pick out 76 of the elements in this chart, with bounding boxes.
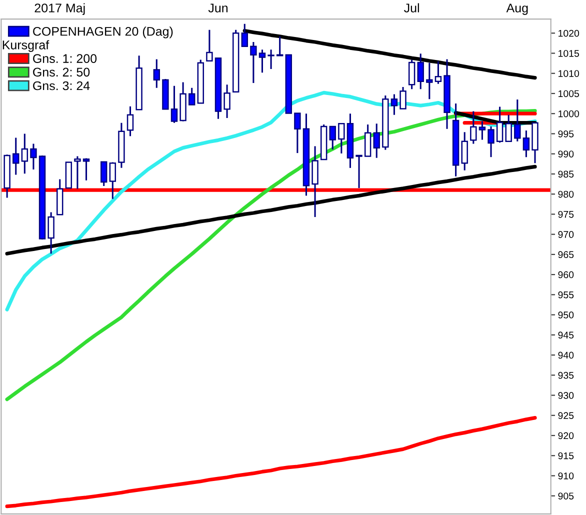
candlestick bbox=[268, 48, 274, 70]
candlestick bbox=[522, 130, 530, 158]
x-tick-label: 2017 Maj bbox=[34, 3, 85, 15]
candlestick bbox=[12, 136, 20, 176]
x-tick-label: Aug bbox=[506, 4, 528, 15]
candlestick bbox=[188, 87, 196, 106]
legend-label: Gns. 2: 50 bbox=[33, 68, 90, 77]
y-tick-label: 995 bbox=[558, 130, 574, 138]
candlestick bbox=[408, 58, 416, 90]
candlestick bbox=[241, 23, 248, 48]
y-tick-label: 940 bbox=[558, 352, 574, 359]
candlestick bbox=[505, 114, 512, 142]
y-tick-label: 930 bbox=[558, 392, 574, 399]
candlestick bbox=[48, 211, 54, 254]
candlestick bbox=[153, 58, 160, 89]
candlestick bbox=[74, 156, 81, 190]
line-series bbox=[5, 416, 537, 508]
candlestick bbox=[488, 126, 494, 158]
legend-label: COPENHAGEN 20 (Dag) bbox=[33, 26, 173, 38]
candlestick bbox=[514, 98, 521, 142]
y-tick-label: 990 bbox=[558, 150, 574, 158]
y-tick-label: 975 bbox=[558, 210, 574, 218]
y-tick-label: 935 bbox=[558, 372, 574, 379]
y-tick-label: 955 bbox=[558, 291, 574, 298]
y-tick-label: 915 bbox=[558, 452, 574, 460]
candlestick bbox=[206, 29, 213, 62]
candlestick bbox=[21, 132, 28, 174]
legend-label: Gns. 1: 200 bbox=[33, 54, 97, 63]
y-tick-label: 1015 bbox=[558, 50, 580, 57]
candlestick bbox=[258, 48, 266, 74]
candlestick bbox=[373, 122, 380, 159]
candlestick bbox=[496, 106, 504, 144]
candlestick bbox=[224, 84, 230, 119]
y-tick-label: 970 bbox=[558, 231, 574, 238]
legend-title: Kursgraf bbox=[2, 40, 50, 52]
candlestick bbox=[461, 131, 468, 172]
candlestick bbox=[312, 145, 318, 218]
candlestick bbox=[434, 60, 442, 85]
y-tick-label: 925 bbox=[558, 412, 574, 420]
y-tick-label: 910 bbox=[558, 472, 574, 480]
candlestick bbox=[100, 161, 108, 187]
candlestick bbox=[276, 36, 284, 56]
y-tick-label: 1005 bbox=[558, 90, 580, 98]
candlestick bbox=[364, 124, 372, 158]
candlestick bbox=[426, 62, 433, 100]
candlestick bbox=[470, 110, 477, 145]
candlestick bbox=[478, 120, 486, 141]
candlestick bbox=[294, 112, 301, 154]
y-tick-label: 905 bbox=[558, 492, 574, 500]
candlestick bbox=[329, 126, 336, 150]
y-tick-label: 1020 bbox=[558, 30, 580, 37]
candlestick bbox=[390, 94, 398, 116]
legend-label: Gns. 3: 24 bbox=[33, 81, 90, 90]
y-tick-label: 920 bbox=[558, 432, 574, 440]
y-tick-label: 945 bbox=[558, 332, 574, 339]
candlestick bbox=[126, 106, 134, 137]
y-tick-label: 960 bbox=[558, 271, 574, 278]
y-tick-label: 1010 bbox=[558, 70, 580, 77]
candlestick bbox=[250, 41, 257, 84]
candlestick bbox=[109, 162, 116, 200]
candlestick bbox=[82, 158, 90, 182]
x-tick-label: Jul bbox=[404, 3, 419, 12]
line-series bbox=[5, 164, 537, 256]
candlestick bbox=[417, 52, 424, 90]
y-tick-label: 965 bbox=[558, 251, 574, 258]
y-tick-label: 985 bbox=[558, 170, 574, 178]
x-tick-label: Jun bbox=[208, 4, 228, 12]
y-tick-label: 980 bbox=[558, 190, 574, 198]
y-tick-label: 950 bbox=[558, 312, 574, 318]
candlestick bbox=[356, 154, 362, 189]
line-series bbox=[242, 28, 537, 80]
y-tick-label: 1000 bbox=[558, 110, 580, 118]
candlestick bbox=[338, 122, 345, 154]
candlestick bbox=[170, 85, 178, 124]
candlestick bbox=[30, 143, 37, 170]
candlestick bbox=[400, 86, 406, 110]
